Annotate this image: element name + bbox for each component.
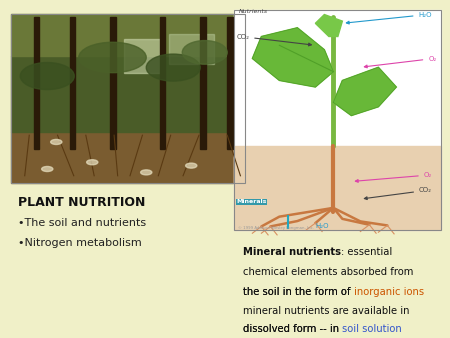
Text: CO₂: CO₂ [364,188,432,199]
Text: © 1999 Addison Wesley Longman, Inc.: © 1999 Addison Wesley Longman, Inc. [238,226,315,230]
Text: the soil in the form of: the soil in the form of [243,287,354,297]
Ellipse shape [50,139,62,145]
Text: Mineral nutrients: Mineral nutrients [243,247,341,257]
Text: O₂: O₂ [364,56,436,68]
Text: CO₂: CO₂ [236,34,311,46]
Bar [11,14,245,56]
Bar [169,34,214,64]
Text: : essential: : essential [341,247,392,257]
Bar [124,39,160,73]
Ellipse shape [146,54,200,81]
Bar [200,17,206,149]
Polygon shape [252,28,333,87]
Text: mineral nutrients are available in: mineral nutrients are available in [243,306,410,316]
Text: PLANT NUTRITION: PLANT NUTRITION [18,196,145,209]
Polygon shape [333,67,396,116]
Ellipse shape [79,42,146,73]
Bar [11,14,245,183]
Text: inorganic ions: inorganic ions [354,287,424,297]
Bar [234,146,441,230]
Bar [234,10,441,230]
Ellipse shape [20,63,74,90]
Text: •The soil and nutrients: •The soil and nutrients [18,218,146,228]
Text: •Nitrogen metabolism: •Nitrogen metabolism [18,238,142,248]
Bar [70,17,75,149]
Bar [234,10,441,230]
Text: Nutrients: Nutrients [238,9,268,14]
Ellipse shape [186,163,197,168]
Bar [227,17,233,149]
Bar [34,17,39,149]
Text: O₂: O₂ [356,172,432,182]
Text: the soil in the form of: the soil in the form of [243,287,354,297]
Bar [11,132,245,183]
Ellipse shape [182,41,227,64]
Text: soil solution: soil solution [342,324,402,335]
Ellipse shape [86,160,98,165]
Bar [160,17,165,149]
Polygon shape [315,15,342,37]
Text: dissolved form -- in: dissolved form -- in [243,324,342,335]
Text: H₂O: H₂O [315,223,329,229]
Ellipse shape [42,167,53,172]
Text: dissolved form -- in: dissolved form -- in [243,324,342,335]
Bar [11,56,245,132]
Text: H₂O: H₂O [346,12,432,24]
Bar [110,17,116,149]
Ellipse shape [140,170,152,175]
Text: chemical elements absorbed from: chemical elements absorbed from [243,267,414,277]
Text: Minerals: Minerals [236,199,266,204]
